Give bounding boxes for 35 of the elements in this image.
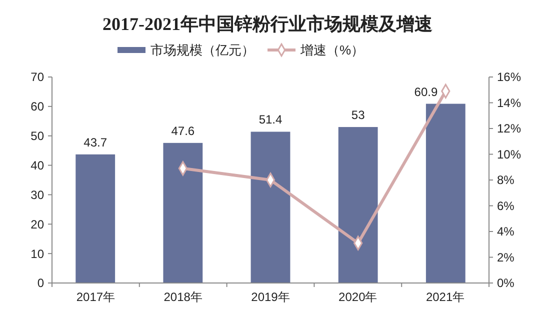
y2-tick-label: 8% (497, 173, 515, 188)
x-tick-label: 2018年 (164, 290, 202, 304)
y-tick-label: 40 (30, 158, 44, 172)
y2-tick-label: 14% (497, 96, 522, 110)
bar (250, 132, 290, 283)
data-label: 51.4 (258, 112, 282, 127)
data-label: 60.9 (414, 84, 438, 99)
y-tick-label: 60 (30, 100, 44, 114)
x-tick-label: 2021年 (426, 290, 465, 304)
data-label: 53 (351, 108, 366, 122)
y2-tick-label: 10% (497, 147, 522, 162)
bar (163, 142, 203, 283)
data-label: 47.6 (171, 124, 195, 138)
x-tick-label: 2017年 (76, 290, 116, 304)
y2-tick-label: 4% (497, 224, 515, 239)
y-tick-label: 0 (37, 276, 44, 290)
data-label: 43.7 (84, 135, 108, 150)
y2-tick-label: 2% (497, 250, 515, 264)
legend-label: 市场规模（亿元） (150, 42, 254, 58)
bar (338, 127, 378, 283)
x-tick-label: 2019年 (251, 290, 290, 304)
y2-tick-label: 12% (497, 122, 522, 136)
legend-label: 增速（%） (300, 42, 364, 58)
bar (426, 104, 466, 283)
x-tick-label: 2020年 (338, 290, 378, 304)
y-tick-label: 20 (30, 217, 44, 232)
y-tick-label: 10 (30, 246, 44, 261)
y-tick-label: 30 (30, 188, 44, 202)
y2-tick-label: 6% (497, 198, 515, 213)
bar (76, 154, 116, 283)
y2-tick-label: 16% (497, 70, 522, 84)
y-tick-label: 50 (30, 129, 44, 144)
chart-title: 2017-2021年中国锌粉行业市场规模及增速 (102, 14, 432, 34)
y-tick-label: 70 (30, 70, 44, 84)
y2-tick-label: 0% (497, 276, 515, 290)
